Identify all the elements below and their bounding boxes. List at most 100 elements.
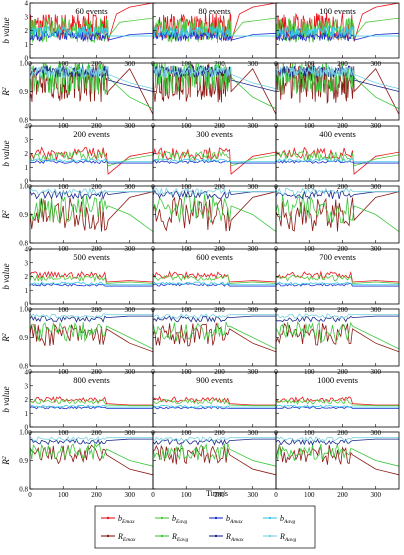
y-tick-label: 0.8	[19, 240, 28, 248]
r-panel-3-3-series	[276, 313, 399, 353]
series-line-r-amax	[30, 65, 153, 92]
y-tick-label: 1	[25, 164, 29, 172]
series-line-b-aavg	[30, 158, 153, 163]
legend: bEmax bEavg bAmax bAavg REmax REavg RAmax RAavg	[94, 505, 316, 549]
r-squared-axis-label: R2	[1, 87, 11, 97]
series-line-b-eavg	[30, 150, 153, 167]
series-line-b-eavg	[153, 398, 276, 407]
x-tick-label: 100	[304, 60, 315, 68]
series-line-r-amax	[153, 64, 276, 92]
x-tick-label: 200	[337, 306, 348, 314]
series-line-b-amax	[276, 406, 399, 410]
y-tick-label: 0.9	[19, 88, 28, 96]
x-tick-label: 100	[58, 429, 69, 437]
series-line-b-emax	[153, 395, 276, 406]
legend-marker	[106, 534, 110, 538]
series-line-r-emax	[276, 63, 399, 115]
series-line-b-aavg	[276, 404, 399, 408]
x-tick-label: 300	[247, 306, 258, 314]
x-tick-label: 100	[58, 306, 69, 314]
series-line-b-eavg	[30, 398, 153, 407]
legend-marker	[214, 534, 218, 538]
x-tick-label: 0	[151, 491, 155, 499]
series-line-r-aavg	[30, 435, 153, 442]
y-tick-label: 4	[25, 246, 29, 254]
series-line-r-emax	[153, 445, 276, 476]
y-tick-label: 2	[25, 396, 29, 404]
x-tick-label: 300	[247, 60, 258, 68]
b-panel-1-3-series	[276, 3, 399, 43]
series-line-b-emax	[30, 146, 153, 175]
series-line-r-aavg	[276, 436, 399, 443]
series-line-r-amax	[30, 315, 153, 323]
x-tick-label: 300	[247, 183, 258, 191]
series-line-r-eavg	[153, 193, 276, 232]
y-tick-label: 1.0	[19, 429, 28, 437]
series-line-r-emax	[30, 323, 153, 353]
x-tick-label: 0	[274, 491, 278, 499]
r-squared-axis-label: R2	[1, 333, 11, 343]
b-panel-3-3-series	[276, 270, 399, 287]
b-panel-1-2-series	[153, 3, 276, 44]
y-tick-label: 0	[25, 301, 29, 309]
legend-item-b-amax: bAmax	[209, 514, 243, 525]
series-line-r-amax	[276, 65, 399, 92]
legend-label: bEavg	[172, 514, 188, 525]
event-count-label: 800 events	[73, 375, 110, 385]
legend-marker	[160, 516, 164, 520]
series-line-b-amax	[30, 406, 153, 410]
y-tick-label: 3	[25, 136, 29, 144]
x-tick-label: 300	[370, 183, 381, 191]
series-line-r-emax	[276, 191, 399, 232]
r-panel-1-2-series	[153, 63, 276, 115]
y-tick-label: 0.8	[19, 117, 28, 125]
legend-item-b-aavg: bAavg	[263, 514, 296, 525]
x-tick-label: 300	[370, 306, 381, 314]
legend-items: bEmax bEavg bAmax bAavg REmax REavg RAmax RAavg	[101, 514, 296, 543]
series-line-b-amax	[276, 30, 399, 42]
x-tick-label: 100	[181, 491, 192, 499]
x-tick-label: 200	[91, 491, 102, 499]
r-panel-2-2: 0 100 200 300	[151, 185, 277, 253]
r-panel-4-3: 0 100 200 300	[274, 431, 400, 499]
legend-label: REmax	[117, 532, 136, 543]
series-line-r-emax	[30, 444, 153, 476]
event-count-label: 400 events	[319, 129, 356, 139]
event-count-label: 100 events	[319, 6, 356, 16]
r-panel-2-1-series	[30, 187, 153, 232]
y-tick-label: 3	[25, 382, 29, 390]
series-line-b-aavg	[153, 26, 276, 39]
series-line-b-aavg	[30, 404, 153, 408]
series-line-b-eavg	[276, 150, 399, 167]
legend-item-b-eavg: bEavg	[155, 514, 188, 525]
series-line-r-aavg	[276, 64, 399, 90]
b-panel-4-1-series	[30, 395, 153, 410]
series-line-b-aavg	[153, 158, 276, 163]
y-tick-label: 4	[25, 369, 29, 377]
series-line-b-amax	[276, 159, 399, 164]
r-panel-3-3: 0 100 200 300	[274, 308, 400, 376]
legend-item-b-emax: bEmax	[101, 514, 135, 525]
b-panel-2-3-series	[276, 146, 399, 175]
series-line-r-eavg	[276, 442, 399, 467]
series-line-b-aavg	[276, 281, 399, 286]
x-tick-label: 0	[28, 491, 32, 499]
legend-frame	[94, 505, 316, 549]
x-tick-label: 200	[91, 60, 102, 68]
event-count-label: 80 events	[198, 6, 230, 16]
r-squared-axis-label: R2	[1, 210, 11, 220]
x-tick-label: 200	[214, 491, 225, 499]
r-panel-2-3: 0 100 200 300	[274, 185, 400, 253]
series-line-b-eavg	[153, 274, 276, 284]
series-line-b-emax	[276, 396, 399, 406]
series-line-r-amax	[276, 438, 399, 446]
series-line-r-emax	[30, 191, 153, 232]
y-tick-label: 3	[25, 13, 29, 21]
series-line-b-amax	[30, 159, 153, 164]
series-line-b-aavg	[153, 281, 276, 286]
